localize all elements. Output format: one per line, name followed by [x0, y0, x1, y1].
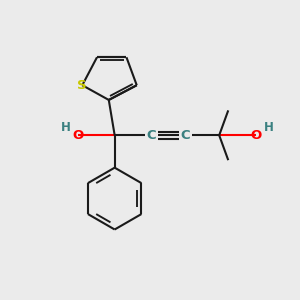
- Text: H: H: [61, 121, 70, 134]
- Text: O: O: [250, 129, 262, 142]
- Text: O: O: [72, 129, 83, 142]
- Text: S: S: [77, 79, 87, 92]
- Text: C: C: [147, 129, 156, 142]
- Text: C: C: [181, 129, 190, 142]
- Text: H: H: [263, 121, 273, 134]
